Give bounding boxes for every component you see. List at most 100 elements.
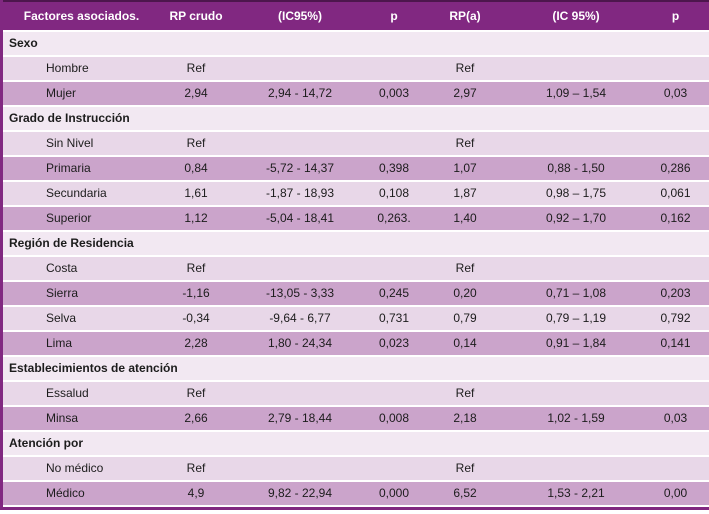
table-cell: 0,286	[660, 161, 691, 175]
table-cell: -5,04 - 18,41	[265, 211, 335, 225]
table-cell: 2,97	[453, 86, 477, 100]
table-cell: 2,66	[184, 411, 208, 425]
table-cell: 0,91 – 1,84	[545, 336, 607, 350]
table-cell: 0,88 - 1,50	[547, 161, 605, 175]
table-row: Mujer 2,94 2,94 - 14,72 0,003 2,97 1,09 – 1,5…	[3, 82, 709, 105]
table-row: Lima 2,28 1,80 - 24,34 0,023 0,14 0,91 – 1,84…	[3, 332, 709, 355]
table-cell: Ref	[186, 136, 206, 150]
table-cell: 0,000	[378, 486, 410, 500]
table-cell: 0,03	[663, 411, 688, 425]
table-cell: -5,72 - 14,37	[265, 161, 335, 175]
row-label: No médico	[46, 461, 104, 475]
row-label: Superior	[46, 211, 92, 225]
section-row: Atención por	[3, 432, 709, 455]
section-row: Sexo	[3, 32, 709, 55]
table-cell: Ref	[186, 461, 206, 475]
row-label: Sierra	[46, 286, 79, 300]
table-row: No médico Ref Ref	[3, 457, 709, 480]
table-cell: 0,03	[663, 86, 688, 100]
section-row: Establecimientos de atención	[3, 357, 709, 380]
table-cell: 2,18	[453, 411, 477, 425]
table-cell: Ref	[455, 136, 475, 150]
section-row: Región de Residencia	[3, 232, 709, 255]
table-row: Selva -0,34 -9,64 - 6,77 0,731 0,79 0,79 – 1,…	[3, 307, 709, 330]
section-title: Grado de Instrucción	[9, 111, 130, 125]
row-label: Primaria	[46, 161, 91, 175]
section-row: Grado de Instrucción	[3, 107, 709, 130]
table-row: Superior 1,12 -5,04 - 18,41 0,263. 1,40 0,92 …	[3, 207, 709, 230]
table-cell: -0,34	[182, 311, 210, 325]
table-row: Essalud Ref Ref	[3, 382, 709, 405]
table-cell: 0,14	[453, 336, 477, 350]
table-cell: 0,162	[660, 211, 691, 225]
row-label: Costa	[46, 261, 78, 275]
table-cell: -9,64 - 6,77	[269, 311, 331, 325]
section-title: Atención por	[9, 436, 83, 450]
table-cell: 1,80 - 24,34	[267, 336, 333, 350]
table-cell: 0,003	[378, 86, 410, 100]
table-cell: 0,79	[453, 311, 477, 325]
table-cell: 0,008	[378, 411, 410, 425]
table-bottom-border	[3, 507, 709, 510]
column-header: p	[390, 9, 398, 23]
table-cell: -13,05 - 3,33	[265, 286, 335, 300]
table-row: Sierra -1,16 -13,05 - 3,33 0,245 0,20 0,71 – …	[3, 282, 709, 305]
table-cell: 0,061	[660, 186, 691, 200]
table-cell: Ref	[455, 61, 475, 75]
row-label: Secundaria	[46, 186, 107, 200]
column-header: RP crudo	[169, 9, 223, 23]
table-cell: -1,87 - 18,93	[265, 186, 335, 200]
table-cell: 0,245	[378, 286, 410, 300]
table-body: Sexo Hombre Ref Ref Mujer 2,94 2,94 - 14,72 0,0…	[3, 32, 709, 505]
table-cell: Ref	[186, 261, 206, 275]
table-cell: 1,09 – 1,54	[545, 86, 607, 100]
table-row: Médico 4,9 9,82 - 22,94 0,000 6,52 1,53 - 2,2…	[3, 482, 709, 505]
column-header: Factores asociados.	[23, 9, 140, 23]
table-cell: 1,61	[184, 186, 208, 200]
table-header-row: Factores asociados. RP crudo (IC95%) p RP(a)…	[3, 0, 709, 30]
table-cell: 0,20	[453, 286, 477, 300]
table-cell: 0,92 – 1,70	[545, 211, 607, 225]
table-cell: 0,398	[378, 161, 410, 175]
table-cell: 0,792	[660, 311, 691, 325]
table-cell: 1,40	[453, 211, 477, 225]
table-cell: 0,71 – 1,08	[545, 286, 607, 300]
table-cell: 0,023	[378, 336, 410, 350]
row-label: Hombre	[46, 61, 89, 75]
row-label: Sin Nivel	[46, 136, 94, 150]
section-title: Región de Residencia	[9, 236, 134, 250]
table-cell: 2,94 - 14,72	[267, 86, 333, 100]
table-cell: 1,87	[453, 186, 477, 200]
table-cell: 2,79 - 18,44	[267, 411, 333, 425]
row-label: Médico	[46, 486, 85, 500]
table-cell: 0,84	[184, 161, 208, 175]
table-cell: 1,07	[453, 161, 477, 175]
table-cell: 2,94	[184, 86, 208, 100]
table-cell: 0,141	[660, 336, 691, 350]
column-header: RP(a)	[449, 9, 481, 23]
table-cell: 0,00	[663, 486, 688, 500]
table-cell: 0,731	[378, 311, 410, 325]
table-cell: 9,82 - 22,94	[267, 486, 333, 500]
table-cell: 0,108	[378, 186, 410, 200]
table-cell: Ref	[186, 61, 206, 75]
row-label: Minsa	[46, 411, 79, 425]
table-cell: 6,52	[453, 486, 477, 500]
table-row: Secundaria 1,61 -1,87 - 18,93 0,108 1,87 0,98…	[3, 182, 709, 205]
column-header: (IC 95%)	[552, 9, 600, 23]
table-cell: Ref	[186, 386, 206, 400]
table-cell: 0,203	[660, 286, 691, 300]
table-cell: 4,9	[187, 486, 205, 500]
row-label: Essalud	[46, 386, 89, 400]
table-row: Minsa 2,66 2,79 - 18,44 0,008 2,18 1,02 - 1,5…	[3, 407, 709, 430]
column-header: (IC95%)	[277, 9, 322, 23]
column-header: p	[671, 9, 680, 23]
section-title: Establecimientos de atención	[9, 361, 178, 375]
row-label: Selva	[46, 311, 77, 325]
table-row: Hombre Ref Ref	[3, 57, 709, 80]
row-label: Lima	[46, 336, 73, 350]
table-cell: 1,53 - 2,21	[547, 486, 605, 500]
table-cell: Ref	[455, 461, 475, 475]
